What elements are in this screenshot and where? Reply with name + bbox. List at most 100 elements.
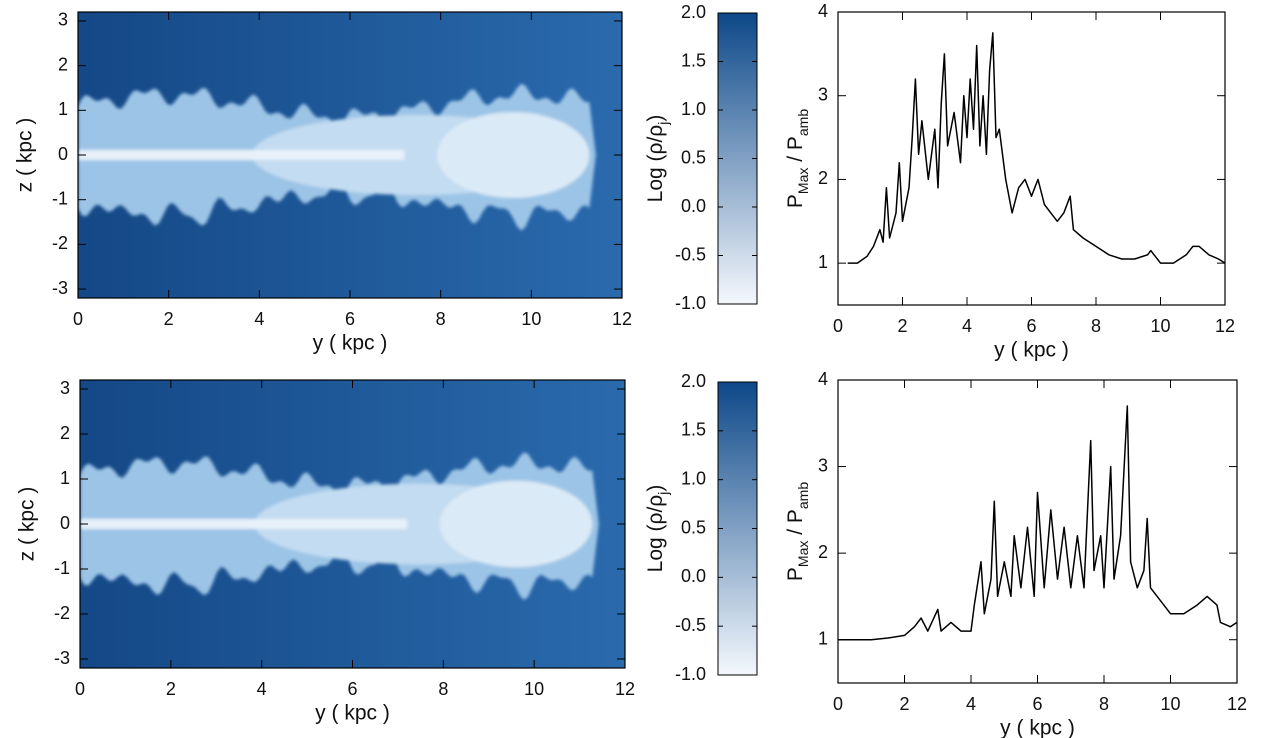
- label-subscript: amb: [795, 482, 811, 509]
- x-tick-label: 6: [345, 309, 355, 329]
- colorbar-tick-label: -1.0: [675, 664, 706, 684]
- x-tick-label: 10: [521, 309, 541, 329]
- plot-frame: [837, 11, 1226, 306]
- plot-frame: [77, 11, 623, 299]
- x-tick-label: 8: [1099, 694, 1109, 714]
- x-tick-label: 8: [1091, 316, 1101, 336]
- colorbar-tick-label: 0.5: [681, 147, 706, 167]
- colorbar-tick-label: 1.5: [681, 420, 706, 440]
- colorbar-tick-label: 0.0: [681, 566, 706, 586]
- label-subscript: amb: [795, 109, 811, 136]
- x-tick-label: 6: [1026, 316, 1036, 336]
- y-tick-label: 3: [58, 10, 68, 30]
- x-axis-label: y ( kpc ): [994, 339, 1069, 362]
- label-part: P: [784, 194, 807, 208]
- y-tick-label: -1: [54, 558, 70, 578]
- density-map: [80, 380, 625, 668]
- label-subscript: Max: [795, 168, 811, 194]
- x-tick-label: 8: [438, 679, 448, 699]
- label-part: P: [784, 567, 807, 581]
- x-tick-label: 0: [73, 309, 83, 329]
- label-part: / P: [784, 136, 807, 168]
- colorbar-tick-label: -0.5: [675, 615, 706, 635]
- colorbar-tick-label: -1.0: [675, 293, 706, 313]
- x-tick-label: 2: [899, 694, 909, 714]
- y-tick-label: 3: [818, 84, 828, 104]
- x-tick-label: 12: [615, 679, 635, 699]
- x-tick-label: 10: [1150, 316, 1170, 336]
- cocoon: [78, 83, 596, 231]
- pressure-line: [847, 32, 1226, 264]
- label-part: / P: [784, 509, 807, 541]
- x-tick-label: 0: [833, 316, 843, 336]
- jet-core: [80, 519, 407, 529]
- label-part: ): [644, 115, 667, 122]
- x-tick-label: 2: [897, 316, 907, 336]
- colorbar: [717, 381, 758, 676]
- y-tick-label: 3: [60, 378, 70, 398]
- label-part: ): [644, 485, 667, 492]
- pressure-line: [838, 405, 1238, 641]
- label-part: ρ/ρ: [644, 125, 667, 155]
- cocoon-head: [439, 480, 593, 568]
- y-tick-label: 1: [818, 628, 828, 648]
- y-tick-label: -2: [54, 603, 70, 623]
- x-tick-label: 0: [75, 679, 85, 699]
- label-subscript: j: [655, 492, 671, 496]
- x-tick-label: 12: [612, 309, 632, 329]
- y-tick-label: -3: [54, 648, 70, 668]
- x-tick-label: 4: [962, 316, 972, 336]
- label-subscript: j: [655, 122, 671, 126]
- y-tick-label: 0: [58, 144, 68, 164]
- colorbar-tick-label: 0.0: [681, 196, 706, 216]
- x-tick-label: 10: [524, 679, 544, 699]
- y-tick-label: 2: [60, 423, 70, 443]
- y-axis-label: z ( kpc ): [16, 487, 39, 562]
- y-tick-label: 1: [60, 468, 70, 488]
- y-tick-label: 1: [818, 252, 828, 272]
- jet-core: [78, 150, 405, 160]
- y-tick-label: 4: [818, 1, 828, 21]
- label-part: Log (: [644, 154, 667, 202]
- colorbar-tick-label: 0.5: [681, 517, 706, 537]
- label-part: ρ/ρ: [644, 495, 667, 525]
- y-tick-label: 0: [60, 513, 70, 533]
- y-axis-label: PMax / Pamb: [784, 482, 811, 581]
- y-tick-label: -3: [52, 278, 68, 298]
- y-tick-label: 1: [58, 99, 68, 119]
- y-axis-label: Log (ρ/ρj): [644, 115, 671, 203]
- label-part: Log (: [644, 524, 667, 572]
- x-tick-label: 4: [966, 694, 976, 714]
- y-tick-label: -1: [52, 188, 68, 208]
- colorbar-tick-label: 2.0: [681, 371, 706, 391]
- colorbar: [717, 12, 758, 305]
- y-tick-label: 3: [818, 455, 828, 475]
- x-tick-label: 12: [1227, 694, 1247, 714]
- y-tick-label: 4: [818, 369, 828, 389]
- y-axis-label: z ( kpc ): [14, 118, 37, 193]
- x-tick-label: 8: [436, 309, 446, 329]
- x-tick-label: 4: [257, 679, 267, 699]
- colorbar-tick-label: 1.0: [681, 468, 706, 488]
- plot-frame: [79, 379, 626, 669]
- density-map: [78, 12, 622, 298]
- colorbar-tick-label: 2.0: [681, 2, 706, 22]
- y-tick-label: 2: [58, 54, 68, 74]
- label-subscript: Max: [795, 541, 811, 567]
- cocoon: [80, 452, 599, 601]
- y-axis-label: PMax / Pamb: [784, 109, 811, 208]
- x-tick-label: 2: [166, 679, 176, 699]
- y-axis-label: Log (ρ/ρj): [644, 485, 671, 573]
- colorbar-tick-label: 1.0: [681, 99, 706, 119]
- y-tick-label: 2: [818, 168, 828, 188]
- y-tick-label: -2: [52, 233, 68, 253]
- x-axis-label: y ( kpc ): [1000, 717, 1075, 738]
- x-tick-label: 4: [254, 309, 264, 329]
- x-tick-label: 2: [164, 309, 174, 329]
- x-axis-label: y ( kpc ): [315, 702, 390, 725]
- colorbar-tick-label: -0.5: [675, 244, 706, 264]
- y-tick-label: 2: [818, 542, 828, 562]
- x-tick-label: 6: [347, 679, 357, 699]
- plot-frame: [837, 379, 1238, 684]
